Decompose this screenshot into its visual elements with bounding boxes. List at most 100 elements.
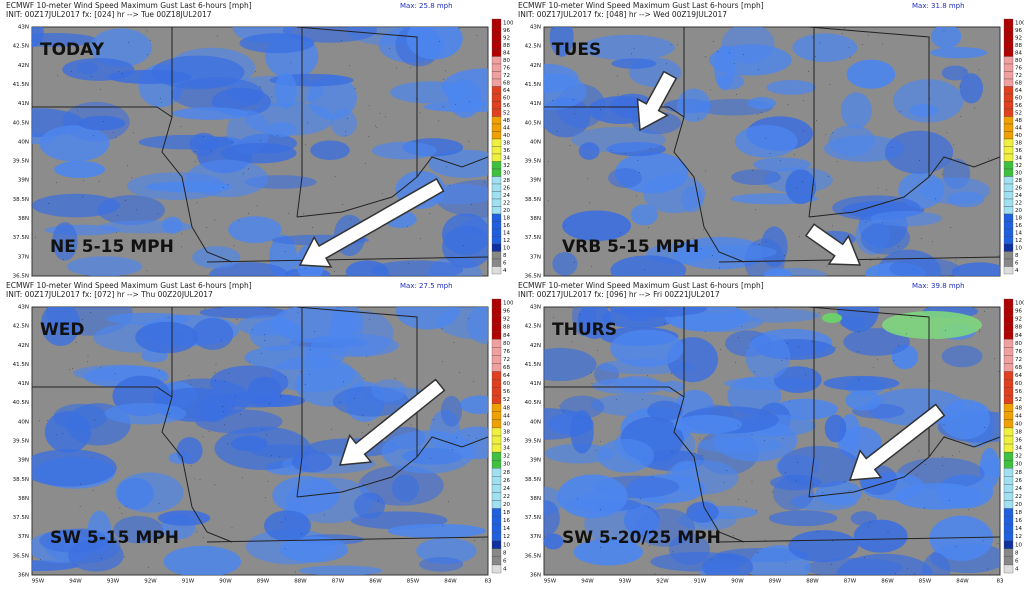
gust-value: · xyxy=(785,470,787,476)
wind-shading xyxy=(53,403,108,431)
gust-value: · xyxy=(100,365,102,371)
gust-value: · xyxy=(222,404,224,410)
gust-value: · xyxy=(978,68,980,74)
wind-shading xyxy=(581,34,675,61)
gust-value: · xyxy=(227,442,229,448)
wind-shading xyxy=(552,251,578,276)
gust-value: · xyxy=(82,195,84,201)
gust-value: · xyxy=(202,435,204,441)
gust-value: · xyxy=(368,104,370,110)
gust-value: · xyxy=(285,375,287,381)
wind-shading xyxy=(544,533,564,550)
gust-value: · xyxy=(864,555,866,561)
colorbar-cell xyxy=(1003,191,1014,200)
gust-value: · xyxy=(713,39,715,45)
gust-value: · xyxy=(241,476,243,482)
gust-value: · xyxy=(761,110,763,116)
gust-value: · xyxy=(442,359,444,365)
colorbar-label: 92 xyxy=(1015,35,1022,41)
gust-value: · xyxy=(757,550,759,556)
colorbar-label: 18 xyxy=(503,510,510,516)
gust-value: · xyxy=(786,540,788,546)
colorbar-label: 34 xyxy=(503,155,510,161)
colorbar-cell xyxy=(1003,524,1014,533)
wind-shading xyxy=(845,390,882,411)
colorbar-label: 18 xyxy=(1015,215,1022,221)
gust-value: · xyxy=(797,460,799,466)
gust-value: · xyxy=(913,267,915,273)
colorbar-cell xyxy=(491,508,502,517)
colorbar-cell xyxy=(1003,78,1014,87)
colorbar-label: 60 xyxy=(503,95,510,101)
wind-shading xyxy=(614,375,661,393)
colorbar-cell xyxy=(491,18,502,27)
gust-value: · xyxy=(591,381,593,387)
colorbar-label: 80 xyxy=(503,341,510,347)
state-border xyxy=(673,307,745,543)
day-label: TODAY xyxy=(40,40,105,60)
gust-value: · xyxy=(309,347,311,353)
direction-arrow xyxy=(804,223,862,266)
colorbar-cell xyxy=(491,213,502,222)
colorbar-cell xyxy=(491,419,502,429)
gust-value: · xyxy=(717,49,719,55)
lat-label: 43N xyxy=(18,305,29,311)
colorbar-label: 32 xyxy=(1015,163,1022,169)
gust-value: · xyxy=(214,218,216,224)
wind-shading xyxy=(894,483,983,510)
wind-shading xyxy=(609,307,708,318)
gust-value: · xyxy=(56,180,58,186)
gust-value: · xyxy=(600,439,602,445)
gust-value: · xyxy=(834,345,836,351)
colorbar-label: 6 xyxy=(1015,558,1019,564)
colorbar-label: 36 xyxy=(503,438,510,444)
wind-shading xyxy=(172,107,249,120)
gust-value: · xyxy=(271,453,273,459)
wind-shading xyxy=(54,160,106,178)
colorbar-cell xyxy=(491,243,502,252)
gust-value: · xyxy=(217,33,219,39)
colorbar-label: 40 xyxy=(1015,421,1022,427)
gust-value: · xyxy=(449,183,451,189)
lat-label: 38N xyxy=(530,216,541,222)
colorbar-label: 88 xyxy=(1015,325,1022,331)
gust-value: · xyxy=(885,187,887,193)
gust-value: · xyxy=(191,463,193,469)
gust-value: · xyxy=(882,220,884,226)
colorbar-cell xyxy=(491,176,502,185)
lon-label: 86W xyxy=(881,579,894,585)
gust-value: · xyxy=(474,538,476,544)
gust-value: · xyxy=(867,33,869,39)
gust-value: · xyxy=(958,449,960,455)
lat-label: 42.5N xyxy=(13,324,29,330)
wind-shading xyxy=(237,315,295,336)
colorbar-label: 76 xyxy=(1015,349,1022,355)
colorbar-label: 76 xyxy=(503,65,510,71)
colorbar-cell xyxy=(1003,168,1014,177)
colorbar-cell xyxy=(1003,131,1014,140)
gust-value: · xyxy=(301,531,303,537)
gust-value: · xyxy=(890,387,892,393)
wind-shading xyxy=(113,515,164,544)
wind-shading xyxy=(836,553,933,575)
gust-value: · xyxy=(455,102,457,108)
gust-value: · xyxy=(877,255,879,261)
colorbar-cell xyxy=(491,251,502,260)
gust-value: · xyxy=(482,537,484,543)
wind-label: VRB 5-15 MPH xyxy=(562,237,699,257)
colorbar-cell xyxy=(491,564,502,574)
gust-value: · xyxy=(194,160,196,166)
lat-label: 39.5N xyxy=(13,159,29,165)
panel-max: Max: 25.8 mph xyxy=(400,2,453,10)
colorbar-cell xyxy=(491,451,502,461)
colorbar-label: 88 xyxy=(503,325,510,331)
colorbar-label: 22 xyxy=(503,494,510,500)
day-label: TUES xyxy=(552,40,601,60)
gust-value: · xyxy=(456,436,458,442)
gust-value: · xyxy=(670,371,672,377)
wind-shading xyxy=(763,268,792,276)
gust-value: · xyxy=(125,504,127,510)
lon-label: 89W xyxy=(257,579,270,585)
colorbar-label: 6 xyxy=(503,260,507,266)
